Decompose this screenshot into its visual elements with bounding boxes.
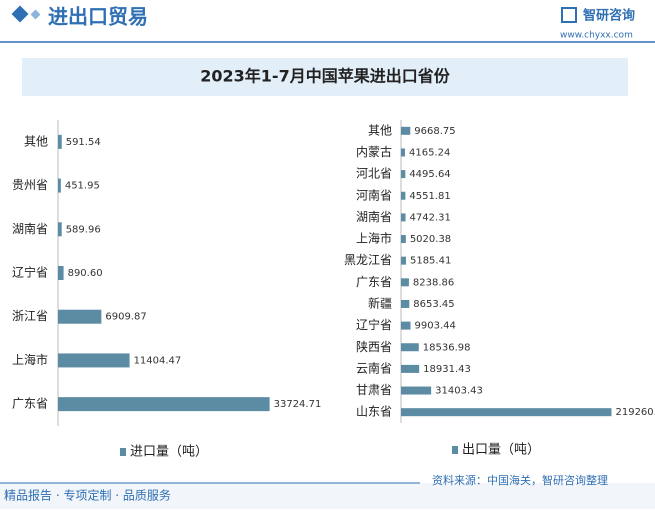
value-label: 18931.43 xyxy=(423,364,471,375)
category-label: 山东省 xyxy=(356,405,392,419)
header-icon xyxy=(30,9,41,20)
value-label: 4165.24 xyxy=(409,147,450,158)
header-title: 进出口贸易 xyxy=(48,5,148,29)
bar xyxy=(401,170,406,179)
category-label: 其他 xyxy=(24,134,48,148)
bar xyxy=(401,235,406,244)
bar xyxy=(58,309,102,324)
category-label: 广东省 xyxy=(356,275,392,289)
bar xyxy=(401,386,432,395)
legend-swatch xyxy=(120,448,126,456)
value-label: 11404.47 xyxy=(134,355,182,366)
value-label: 219260.93 xyxy=(615,407,655,418)
bar xyxy=(401,321,411,330)
bar xyxy=(58,266,64,280)
category-label: 黑龙江省 xyxy=(344,253,392,267)
bar xyxy=(58,353,130,368)
value-label: 5185.41 xyxy=(410,256,451,267)
category-label: 上海市 xyxy=(356,231,392,246)
category-label: 新疆 xyxy=(368,295,392,310)
bar xyxy=(401,278,409,287)
legend-label: 进口量（吨） xyxy=(130,445,208,460)
bar xyxy=(58,222,62,237)
bar xyxy=(401,343,419,352)
value-label: 4742.31 xyxy=(410,212,451,223)
value-label: 18536.98 xyxy=(423,342,471,353)
category-label: 其他 xyxy=(368,123,392,137)
category-label: 辽宁省 xyxy=(12,265,48,280)
footer-source: 资料来源：中国海关，智研咨询整理 xyxy=(432,473,608,487)
url: www.chyxx.com xyxy=(560,31,633,41)
category-label: 湖南省 xyxy=(12,221,48,236)
bar xyxy=(401,256,406,265)
value-label: 5020.38 xyxy=(410,234,451,245)
bar xyxy=(401,299,410,308)
category-label: 内蒙古 xyxy=(356,144,392,159)
value-label: 8238.86 xyxy=(413,277,454,288)
value-label: 33724.71 xyxy=(274,399,322,410)
value-label: 451.95 xyxy=(65,181,100,192)
category-label: 甘肃省 xyxy=(356,383,392,397)
bar xyxy=(401,148,405,157)
category-label: 贵州省 xyxy=(12,178,48,192)
bar xyxy=(58,397,270,412)
bar xyxy=(401,213,406,222)
footer-slogan: 精品报告 · 专项定制 · 品质服务 xyxy=(4,488,171,503)
category-label: 湖南省 xyxy=(356,209,392,224)
legend-swatch xyxy=(452,446,458,454)
bar xyxy=(401,364,420,373)
value-label: 8653.45 xyxy=(413,299,454,310)
category-label: 辽宁省 xyxy=(356,317,392,332)
brand-logo xyxy=(561,7,577,23)
value-label: 6909.87 xyxy=(105,312,146,323)
value-label: 9668.75 xyxy=(414,126,455,137)
category-label: 河北省 xyxy=(356,167,392,181)
chart-title: 2023年1-7月中国苹果进出口省份 xyxy=(200,67,450,86)
value-label: 31403.43 xyxy=(435,386,483,397)
value-label: 4551.81 xyxy=(409,191,450,202)
bar xyxy=(58,134,62,149)
bar xyxy=(401,191,406,200)
footer-bar xyxy=(0,483,655,509)
category-label: 上海市 xyxy=(12,352,48,367)
value-label: 890.60 xyxy=(68,268,103,279)
category-label: 陕西省 xyxy=(356,339,392,354)
value-label: 591.54 xyxy=(66,137,101,148)
bar xyxy=(401,126,411,135)
category-label: 浙江省 xyxy=(12,309,48,323)
value-label: 9903.44 xyxy=(415,321,456,332)
value-label: 4495.64 xyxy=(409,169,450,180)
category-label: 广东省 xyxy=(12,397,48,411)
bar xyxy=(58,178,61,193)
title-box xyxy=(22,58,628,96)
category-label: 河南省 xyxy=(356,187,392,202)
value-label: 589.96 xyxy=(66,224,101,235)
brand: 智研咨询 xyxy=(583,8,635,24)
category-label: 云南省 xyxy=(356,360,392,375)
legend-label: 出口量（吨） xyxy=(462,443,540,458)
bar xyxy=(401,408,612,417)
